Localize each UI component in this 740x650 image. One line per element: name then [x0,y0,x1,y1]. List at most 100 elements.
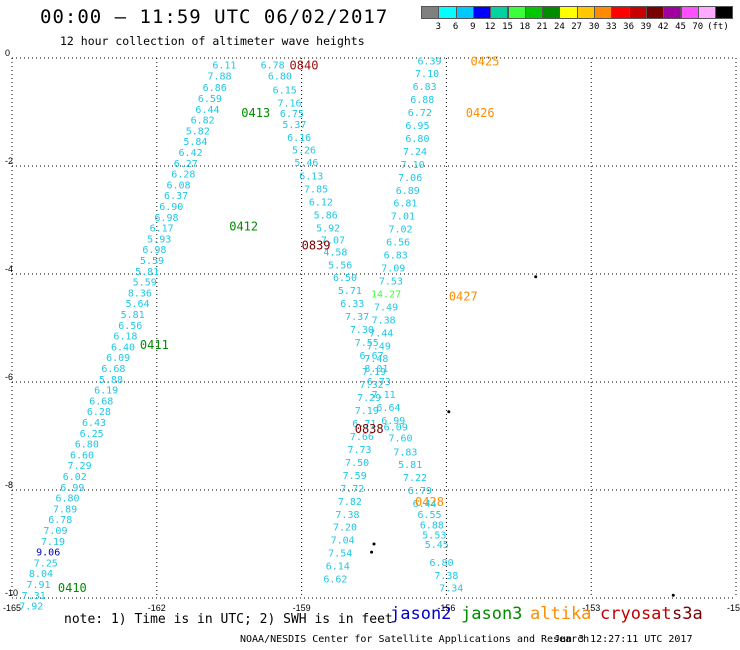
pass-time-label: 0427 [449,290,478,304]
x-tick-label: -162 [148,603,166,613]
swh-value-label: 6.83 [413,82,437,93]
legend-cryosat: cryosat [600,604,672,624]
swh-value-label: 6.09 [384,422,408,433]
swh-value-label: 7.32 [360,380,384,391]
swh-value-label: 7.10 [401,160,425,171]
swh-value-label: 5.64 [125,299,149,310]
swh-value-label: 6.56 [386,238,410,249]
chart-subtitle: 12 hour collection of altimeter wave hei… [60,34,365,48]
swh-value-label: 7.83 [393,448,417,459]
legend-jason2: jason2 [390,604,452,624]
swh-value-label: 6.59 [198,94,222,105]
swh-value-label: 5.53 [422,530,446,541]
swh-value-label: 7.19 [355,406,379,417]
data-marker [372,542,376,546]
colorbar-tick-label: 39 [640,22,652,32]
swh-value-label: 7.38 [372,315,396,326]
colorbar-tick-label: 45 [675,22,686,32]
swh-value-label: 6.12 [309,198,333,209]
swh-value-label: 5.56 [328,260,352,271]
swh-value-label: 6.44 [195,105,219,116]
swh-value-label: 6.98 [154,213,178,224]
swh-value-label: 6.28 [87,407,111,418]
swh-value-label: 7.11 [372,390,396,401]
swh-value-label: 7.92 [19,602,43,613]
swh-value-label: 6.60 [70,450,94,461]
swh-value-label: 6.68 [89,396,113,407]
swh-value-label: 6.14 [326,562,350,573]
swh-value-label: 7.06 [398,173,422,184]
swh-value-label: 6.68 [101,364,125,375]
swh-value-label: 5.88 [99,375,123,386]
swh-value-label: 7.85 [304,185,328,196]
swh-value-label: 6.88 [410,95,434,106]
data-marker [370,550,374,554]
y-tick-label: 0 [5,48,10,58]
swh-value-label: 6.78 [48,515,72,526]
swh-value-label: 6.09 [106,353,130,364]
swh-value-label: 6.25 [80,429,104,440]
swh-value-label: 6.42 [179,148,203,159]
swh-value-label: 6.33 [340,299,364,310]
swh-value-label: 6.86 [203,83,227,94]
swh-value-label: 7.37 [345,312,369,323]
y-tick-label: -10 [5,588,18,598]
colorbar-tick-label: 36 [623,22,635,32]
swh-value-label: 7.16 [277,98,301,109]
swh-value-label: 7.82 [338,497,362,508]
swh-value-label: 6.79 [408,486,432,497]
swh-value-label: 6.08 [166,180,190,191]
swh-value-label: 7.53 [379,276,403,287]
pass-time-label: 0838 [355,422,384,436]
footer-note: note: 1) Time is in UTC; 2) SWH is in fe… [64,612,393,627]
chart-title: 00:00 – 11:59 UTC 06/02/2017 [40,6,389,28]
x-tick-label: -159 [293,603,311,613]
swh-value-label: 6.64 [376,403,400,414]
colorbar-tick-label: 18 [519,22,531,32]
swh-value-label: 6.40 [111,342,135,353]
colorbar-tick-label: 21 [536,22,548,32]
swh-value-label: 5.81 [398,460,422,471]
swh-value-label: 7.38 [335,510,359,521]
swh-value-label: 7.24 [403,147,427,158]
swh-value-label: 5.26 [292,145,316,156]
satellite-legend: jason2 jason3 altika cryosat s3a [0,604,740,628]
swh-value-label: 6.02 [63,472,87,483]
swh-value-label: 5.84 [183,137,207,148]
swh-value-label: 4.58 [323,247,347,258]
swh-value-label: 8.36 [128,288,152,299]
pass-time-label: 0413 [241,106,270,120]
swh-value-label: 7.38 [434,571,458,582]
swh-value-label: 6.80 [268,71,292,82]
swh-value-label: 6.78 [261,60,285,71]
swh-value-label: 7.73 [347,445,371,456]
swh-value-label: 6.73 [367,377,391,388]
swh-value-label: 7.30 [350,325,374,336]
y-tick-label: -8 [5,480,13,490]
swh-value-label: 6.99 [60,483,84,494]
swh-value-label: 5.46 [294,158,318,169]
swh-value-label: 6.16 [287,133,311,144]
swh-value-label: 7.49 [367,341,391,352]
x-tick-label: -165 [3,603,21,613]
y-tick-label: -2 [5,156,13,166]
colorbar-tick-label: 9 [470,22,476,32]
swh-value-label: 6.39 [417,57,441,68]
y-tick-label: -6 [5,372,13,382]
swh-value-label: 7.07 [321,235,345,246]
swh-value-label: 7.34 [439,584,463,595]
swh-value-label: 6.98 [142,245,166,256]
colorbar-tick-label: 15 [502,22,513,32]
swh-value-label: 6.13 [299,172,323,183]
swh-value-label: 7.48 [364,354,388,365]
colorbar-tick-label: 24 [553,22,565,32]
swh-value-label: 7.25 [34,558,58,569]
swh-value-label: 7.29 [68,461,92,472]
swh-value-label: 6.83 [384,251,408,262]
swh-value-label: 7.60 [388,434,412,445]
swh-value-label: 5.37 [282,120,306,131]
y-tick-label: -4 [5,264,13,274]
swh-value-label: 6.18 [113,332,137,343]
legend-s3a: s3a [672,604,703,624]
